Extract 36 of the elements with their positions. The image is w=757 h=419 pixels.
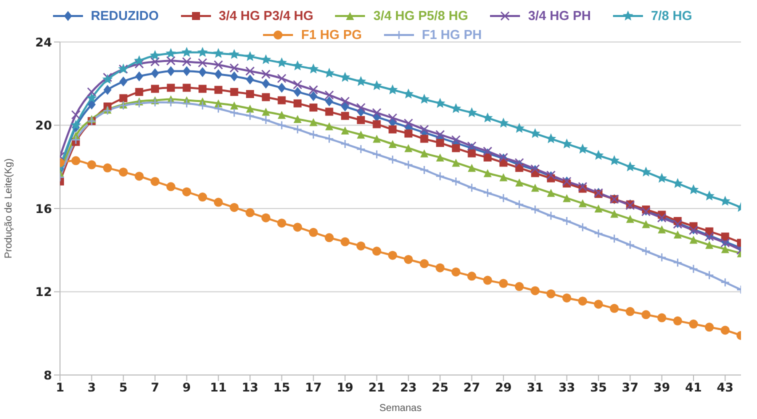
x-tick-label: 5 [119,380,128,395]
legend-label: REDUZIDO [90,8,159,23]
legend-label: F1 HG PH [420,27,482,42]
y-tick-label: 12 [35,285,52,300]
x-tick-label: 37 [622,380,638,395]
legend-label: 7/8 HG [650,8,692,23]
legend-label: 3/4 HG P3/4 HG [218,8,314,23]
x-tick-label: 9 [182,380,191,395]
y-axis-title: Produção de Leite(Kg) [4,158,15,259]
legend-label: 3/4 HG PH [527,8,591,23]
x-tick-label: 11 [210,380,227,395]
x-tick-label: 25 [432,380,448,395]
x-tick-label: 27 [463,380,480,395]
x-tick-label: 13 [242,380,258,395]
x-tick-label: 43 [716,380,734,395]
x-tick-label: 15 [273,380,290,395]
legend-label: 3/4 HG P5/8 HG [372,8,468,23]
x-tick-label: 7 [150,380,160,395]
x-tick-label: 3 [87,380,96,395]
x-tick-label: 35 [590,380,607,395]
y-tick-label: 16 [35,202,52,216]
x-tick-label: 1 [56,380,64,395]
x-tick-label: 33 [558,380,576,395]
y-tick-label: 20 [35,118,52,133]
x-axis-title: Semanas [379,403,422,414]
x-tick-label: 41 [685,380,702,395]
legend-label: F1 HG PG [300,27,362,42]
x-tick-label: 23 [400,380,417,395]
x-tick-label: 39 [653,380,670,395]
x-tick-label: 19 [336,380,354,395]
x-tick-label: 17 [305,380,322,395]
x-tick-label: 29 [495,380,512,395]
y-tick-label: 24 [35,35,52,50]
x-tick-label: 21 [368,380,386,395]
x-tick-label: 31 [526,380,544,395]
y-tick-label: 8 [44,368,52,382]
